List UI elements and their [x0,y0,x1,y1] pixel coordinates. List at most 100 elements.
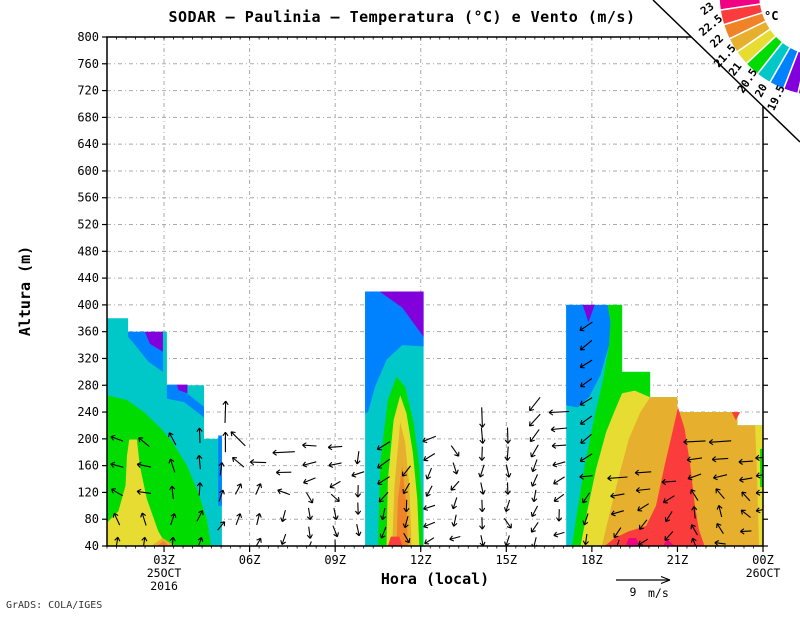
wind-arrow [168,432,177,446]
wind-arrow [683,438,706,446]
x-axis-label: Hora (local) [381,570,489,588]
wind-arrow [222,431,229,453]
wind-arrow [302,442,317,449]
wind-arrow [351,471,365,478]
wind-arrow [530,459,538,473]
wind-arrow [197,537,204,546]
wind-arrow [308,541,312,546]
wind-arrow [332,539,338,546]
wind-arrow [196,454,203,470]
wind-arrow [235,513,243,525]
fan-segment [782,49,800,95]
wind-arrow [503,499,511,512]
wind-arrow [217,521,226,531]
wind-arrow [715,488,725,500]
wind-arrow [230,431,246,447]
wind-arrow [739,476,753,483]
y-tick-label: 640 [77,137,99,151]
wind-arrow [552,461,566,468]
wind-arrow [580,433,592,444]
wind-arrow [579,339,593,351]
contour-region-19.5-20 [218,435,222,506]
wind-arrow [530,444,539,458]
wind-arrow [401,465,411,477]
wind-arrow [635,487,651,494]
wind-arrow [451,514,458,527]
wind-arrow [277,488,291,496]
x-tick-label: 18Z [581,553,603,567]
wind-arrow [555,509,563,522]
wind-arrow [582,513,589,526]
contour-region-21-21.5 [107,439,167,546]
wind-arrow [690,537,697,546]
wind-arrow [423,521,436,529]
wind-arrow [272,449,295,456]
wind-arrow [553,493,565,502]
wind-arrow [169,485,176,499]
wind-arrow [686,456,703,463]
wind-arrow [479,499,486,513]
wind-arrow [423,504,436,511]
wind-arrow [504,482,511,495]
wind-arrow [302,461,317,468]
wind-arrow [505,464,512,478]
wind-arrow [423,453,436,462]
y-tick-label: 520 [77,218,99,232]
wind-arrow [330,493,340,503]
wind-arrow [691,506,698,519]
wind-arrow [354,485,362,498]
y-tick-label: 680 [77,110,99,124]
wind-arrow [711,456,729,463]
x-tick-label: 21Z [667,553,689,567]
wind-arrow [355,523,362,537]
wind-arrow [478,446,486,461]
plot-frame-and-ticks: 40 80 120 160 200 240 280 320 360 400 440 480 520 560… [77,30,780,593]
wind-arrow [218,489,225,502]
wind-arrow [504,427,511,444]
fan-scale-label: 23 [698,0,716,18]
temperature-contour-regions [107,291,763,546]
wind-arrow [328,461,342,468]
contour-region->23 [663,539,675,546]
wind-arrow [613,527,622,539]
wind-arrow [110,461,124,468]
wind-arrow [479,427,486,444]
reference-arrow-head [660,575,671,585]
y-tick-label: 40 [85,539,99,553]
wind-arrow [354,502,362,515]
y-tick-label: 400 [77,298,99,312]
wind-arrow [136,488,152,495]
chart-title: SODAR — Paulinia — Temperatura (°C) e Ve… [168,8,635,26]
fan-scale-label: 20 [752,82,770,100]
wind-arrow [755,472,763,479]
contour-region-22.5-23 [604,407,705,546]
wind-arrow [169,536,176,546]
wind-arrow [403,532,411,544]
plot-frame [106,36,764,547]
wind-arrow [280,509,287,523]
y-tick-label: 280 [77,378,99,392]
wind-arrow [231,456,245,468]
wind-arrow [110,434,124,442]
y-tick-label: 560 [77,191,99,205]
wind-arrow [249,459,267,466]
contour-region-22.5-23 [387,536,403,546]
x-tick-sublabel: 2016 [150,579,178,593]
y-tick-label: 800 [77,30,99,44]
x-tick-sublabel: 26OCT [746,566,781,580]
contour-region-19.5-20 [566,304,611,408]
wind-arrow [402,515,409,529]
wind-arrow [114,536,121,546]
wind-arrow [528,413,541,427]
wind-arrow [504,446,511,461]
wind-arrow [403,499,410,513]
wind-arrow [112,512,121,526]
wind-arrow [479,517,486,530]
wind-arrow [579,378,593,388]
wind-arrow [275,469,292,476]
wind-arrow [303,477,316,485]
wind-arrow [329,480,341,489]
wind-arrow [140,512,147,526]
